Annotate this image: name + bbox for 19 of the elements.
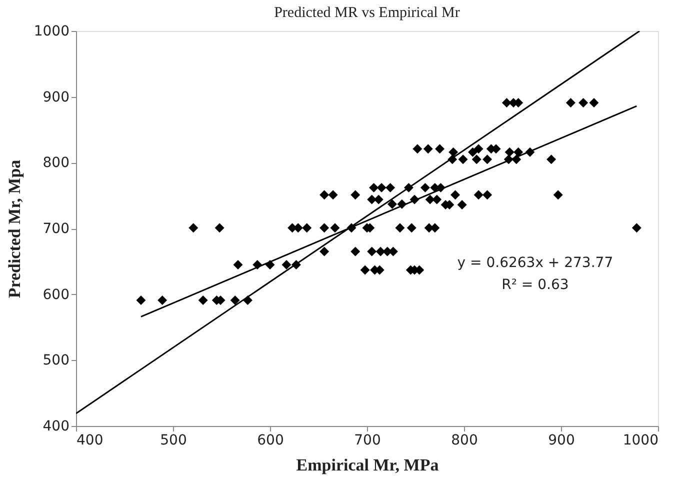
y-tick-label: 800 <box>42 155 70 172</box>
y-tick-label: 400 <box>42 418 70 434</box>
x-axis-title: Empirical Mr, MPa <box>296 456 440 474</box>
y-axis-title: Predicted Mr, Mpa <box>4 159 24 298</box>
y-tick-label: 1000 <box>34 24 70 40</box>
x-tick-label: 900 <box>548 432 575 448</box>
x-tick-label: 1000 <box>622 432 658 448</box>
annotation: y = 0.6263x + 273.77 <box>457 255 614 272</box>
x-tick-label: 500 <box>160 432 187 448</box>
y-tick-label: 700 <box>42 221 70 237</box>
x-tick-label: 600 <box>257 432 284 448</box>
x-tick-label: 400 <box>76 432 104 448</box>
x-tick-label: 700 <box>354 432 381 448</box>
y-tick-label: 600 <box>42 286 70 303</box>
annotation: R² = 0.63 <box>502 277 569 294</box>
chart-title: Predicted MR vs Empirical Mr <box>274 5 460 21</box>
y-tick-label: 900 <box>42 89 70 106</box>
x-tick-label: 800 <box>451 432 478 448</box>
y-tick-label: 500 <box>42 352 70 369</box>
